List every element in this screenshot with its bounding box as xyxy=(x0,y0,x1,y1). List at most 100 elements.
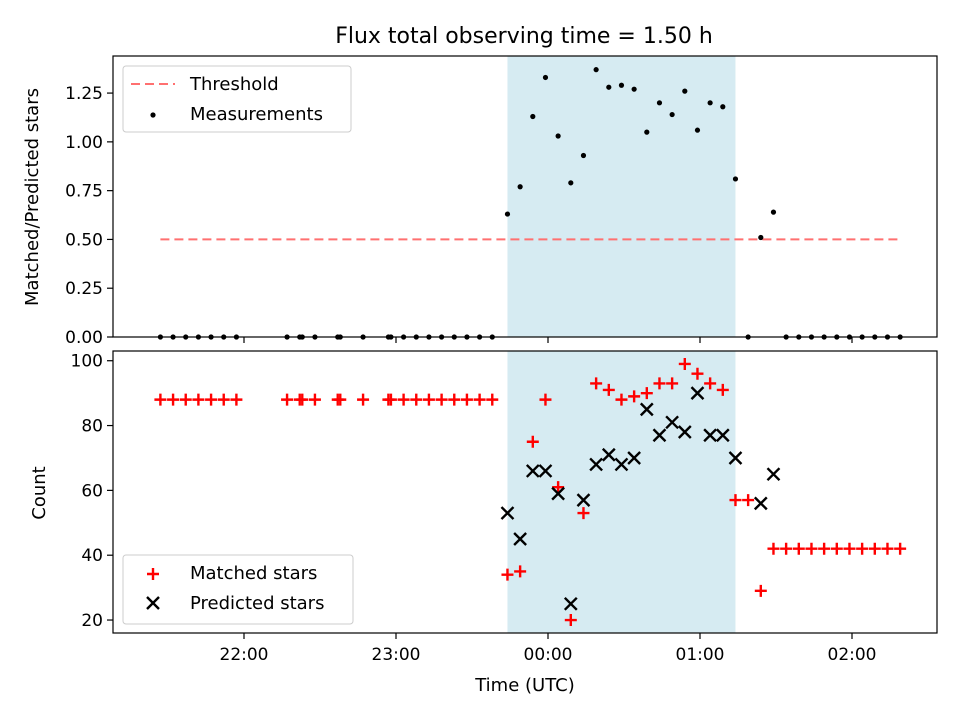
matched-point xyxy=(179,393,192,406)
bottom-panel: 20 40 60 80 100 22:00 23:00 00:00 01:00 02:00 Co… xyxy=(29,350,938,696)
predicted-point xyxy=(563,596,578,611)
top-y-tick-label: 0.50 xyxy=(65,230,103,250)
measurement-point xyxy=(694,127,701,133)
matched-point xyxy=(691,367,704,380)
measurement-point xyxy=(618,82,625,88)
predicted-point xyxy=(728,451,743,465)
x-tick-label: 00:00 xyxy=(524,645,573,665)
matched-point xyxy=(192,393,205,406)
x-tick-label: 23:00 xyxy=(372,645,421,665)
predicted-point xyxy=(703,428,717,443)
legend-measurements-label: Measurements xyxy=(190,104,323,125)
legend-predicted-swatch xyxy=(146,596,160,610)
measurement-point xyxy=(758,234,764,241)
top-y-tick-label: 0.25 xyxy=(65,279,103,299)
measurement-point xyxy=(682,88,688,94)
predicted-point xyxy=(766,467,781,482)
predicted-point xyxy=(753,496,768,511)
predicted-point xyxy=(551,486,565,501)
predicted-point xyxy=(690,386,705,400)
x-axis-label: Time (UTC) xyxy=(474,675,575,696)
matched-point xyxy=(281,393,294,406)
measurement-point xyxy=(732,176,739,182)
matched-point xyxy=(526,435,539,448)
bottom-y-ticks: 20 40 60 80 100 xyxy=(71,352,113,631)
matched-point xyxy=(486,393,499,406)
matched-point xyxy=(653,377,666,390)
top-plot-frame xyxy=(112,55,938,338)
measurement-point xyxy=(542,74,549,81)
predicted-point xyxy=(513,532,527,546)
matched-points xyxy=(154,357,907,627)
matched-point xyxy=(460,393,473,406)
matched-point xyxy=(602,383,615,396)
matched-point xyxy=(818,542,831,555)
measurement-point xyxy=(593,67,599,73)
predicted-point xyxy=(677,425,692,439)
top-legend: Threshold Measurements xyxy=(122,65,352,133)
matched-point xyxy=(792,542,805,555)
bottom-y-tick-label: 80 xyxy=(81,417,103,437)
matched-point xyxy=(205,393,218,406)
top-y-ticks: 0.00 0.25 0.50 0.75 1.00 1.25 xyxy=(65,84,113,348)
bottom-y-tick-label: 20 xyxy=(81,611,103,631)
matched-point xyxy=(830,542,843,555)
predicted-point xyxy=(639,402,654,417)
matched-point xyxy=(552,481,565,494)
matched-point xyxy=(296,393,309,406)
matched-point xyxy=(217,393,230,406)
bottom-legend: Matched stars Predicted stars xyxy=(122,554,354,625)
chart-title: Flux total observing time = 1.50 h xyxy=(335,24,713,49)
predicted-point xyxy=(601,447,616,462)
matched-point xyxy=(666,377,679,390)
matched-point xyxy=(397,393,410,406)
top-legend-box xyxy=(122,65,352,133)
bottom-plot-frame xyxy=(112,350,938,634)
matched-point xyxy=(767,542,780,555)
measurement-point xyxy=(606,84,612,90)
measurement-point xyxy=(656,100,663,106)
matched-point xyxy=(640,387,653,400)
top-y-tick-label: 0.75 xyxy=(65,182,103,202)
top-x-ticks xyxy=(243,337,853,343)
matched-point xyxy=(514,565,527,578)
bottom-x-ticks: 22:00 23:00 00:00 01:00 02:00 xyxy=(220,633,877,665)
matched-point xyxy=(590,377,603,390)
matched-point xyxy=(422,393,435,406)
measurement-point xyxy=(720,104,726,110)
matched-point xyxy=(742,494,755,507)
top-panel: 0.00 0.25 0.50 0.75 1.00 1.25 Matched/Predict… xyxy=(22,55,938,348)
legend-matched-label: Matched stars xyxy=(190,563,317,584)
measurement-point xyxy=(530,113,536,120)
legend-measurements-swatch xyxy=(150,112,156,118)
legend-predicted-label: Predicted stars xyxy=(190,593,324,614)
measurement-point xyxy=(770,209,777,215)
top-y-tick-label: 1.25 xyxy=(65,84,103,104)
matched-point xyxy=(564,614,577,627)
predicted-points xyxy=(500,386,781,611)
measurement-point xyxy=(580,152,587,159)
measurement-point xyxy=(707,100,713,106)
bottom-shade xyxy=(507,351,736,633)
x-tick-label: 22:00 xyxy=(220,645,269,665)
measurement-point xyxy=(568,180,574,186)
predicted-point xyxy=(627,451,641,465)
matched-point xyxy=(754,584,767,597)
bottom-y-tick-label: 60 xyxy=(81,481,103,501)
matched-point xyxy=(894,542,907,555)
predicted-point xyxy=(589,457,603,472)
matched-point xyxy=(539,393,552,406)
x-tick-label: 01:00 xyxy=(676,645,725,665)
bottom-y-label: Count xyxy=(29,466,50,519)
matched-point xyxy=(448,393,461,406)
top-y-label: Matched/Predicted stars xyxy=(22,88,43,306)
matched-point xyxy=(154,393,167,406)
matched-point xyxy=(357,393,370,406)
matched-point xyxy=(230,393,243,406)
predicted-point xyxy=(715,428,730,443)
matched-point xyxy=(473,393,486,406)
matched-point xyxy=(334,393,347,406)
matched-point xyxy=(410,393,423,406)
matched-point xyxy=(881,542,894,555)
bottom-legend-box xyxy=(122,554,354,625)
